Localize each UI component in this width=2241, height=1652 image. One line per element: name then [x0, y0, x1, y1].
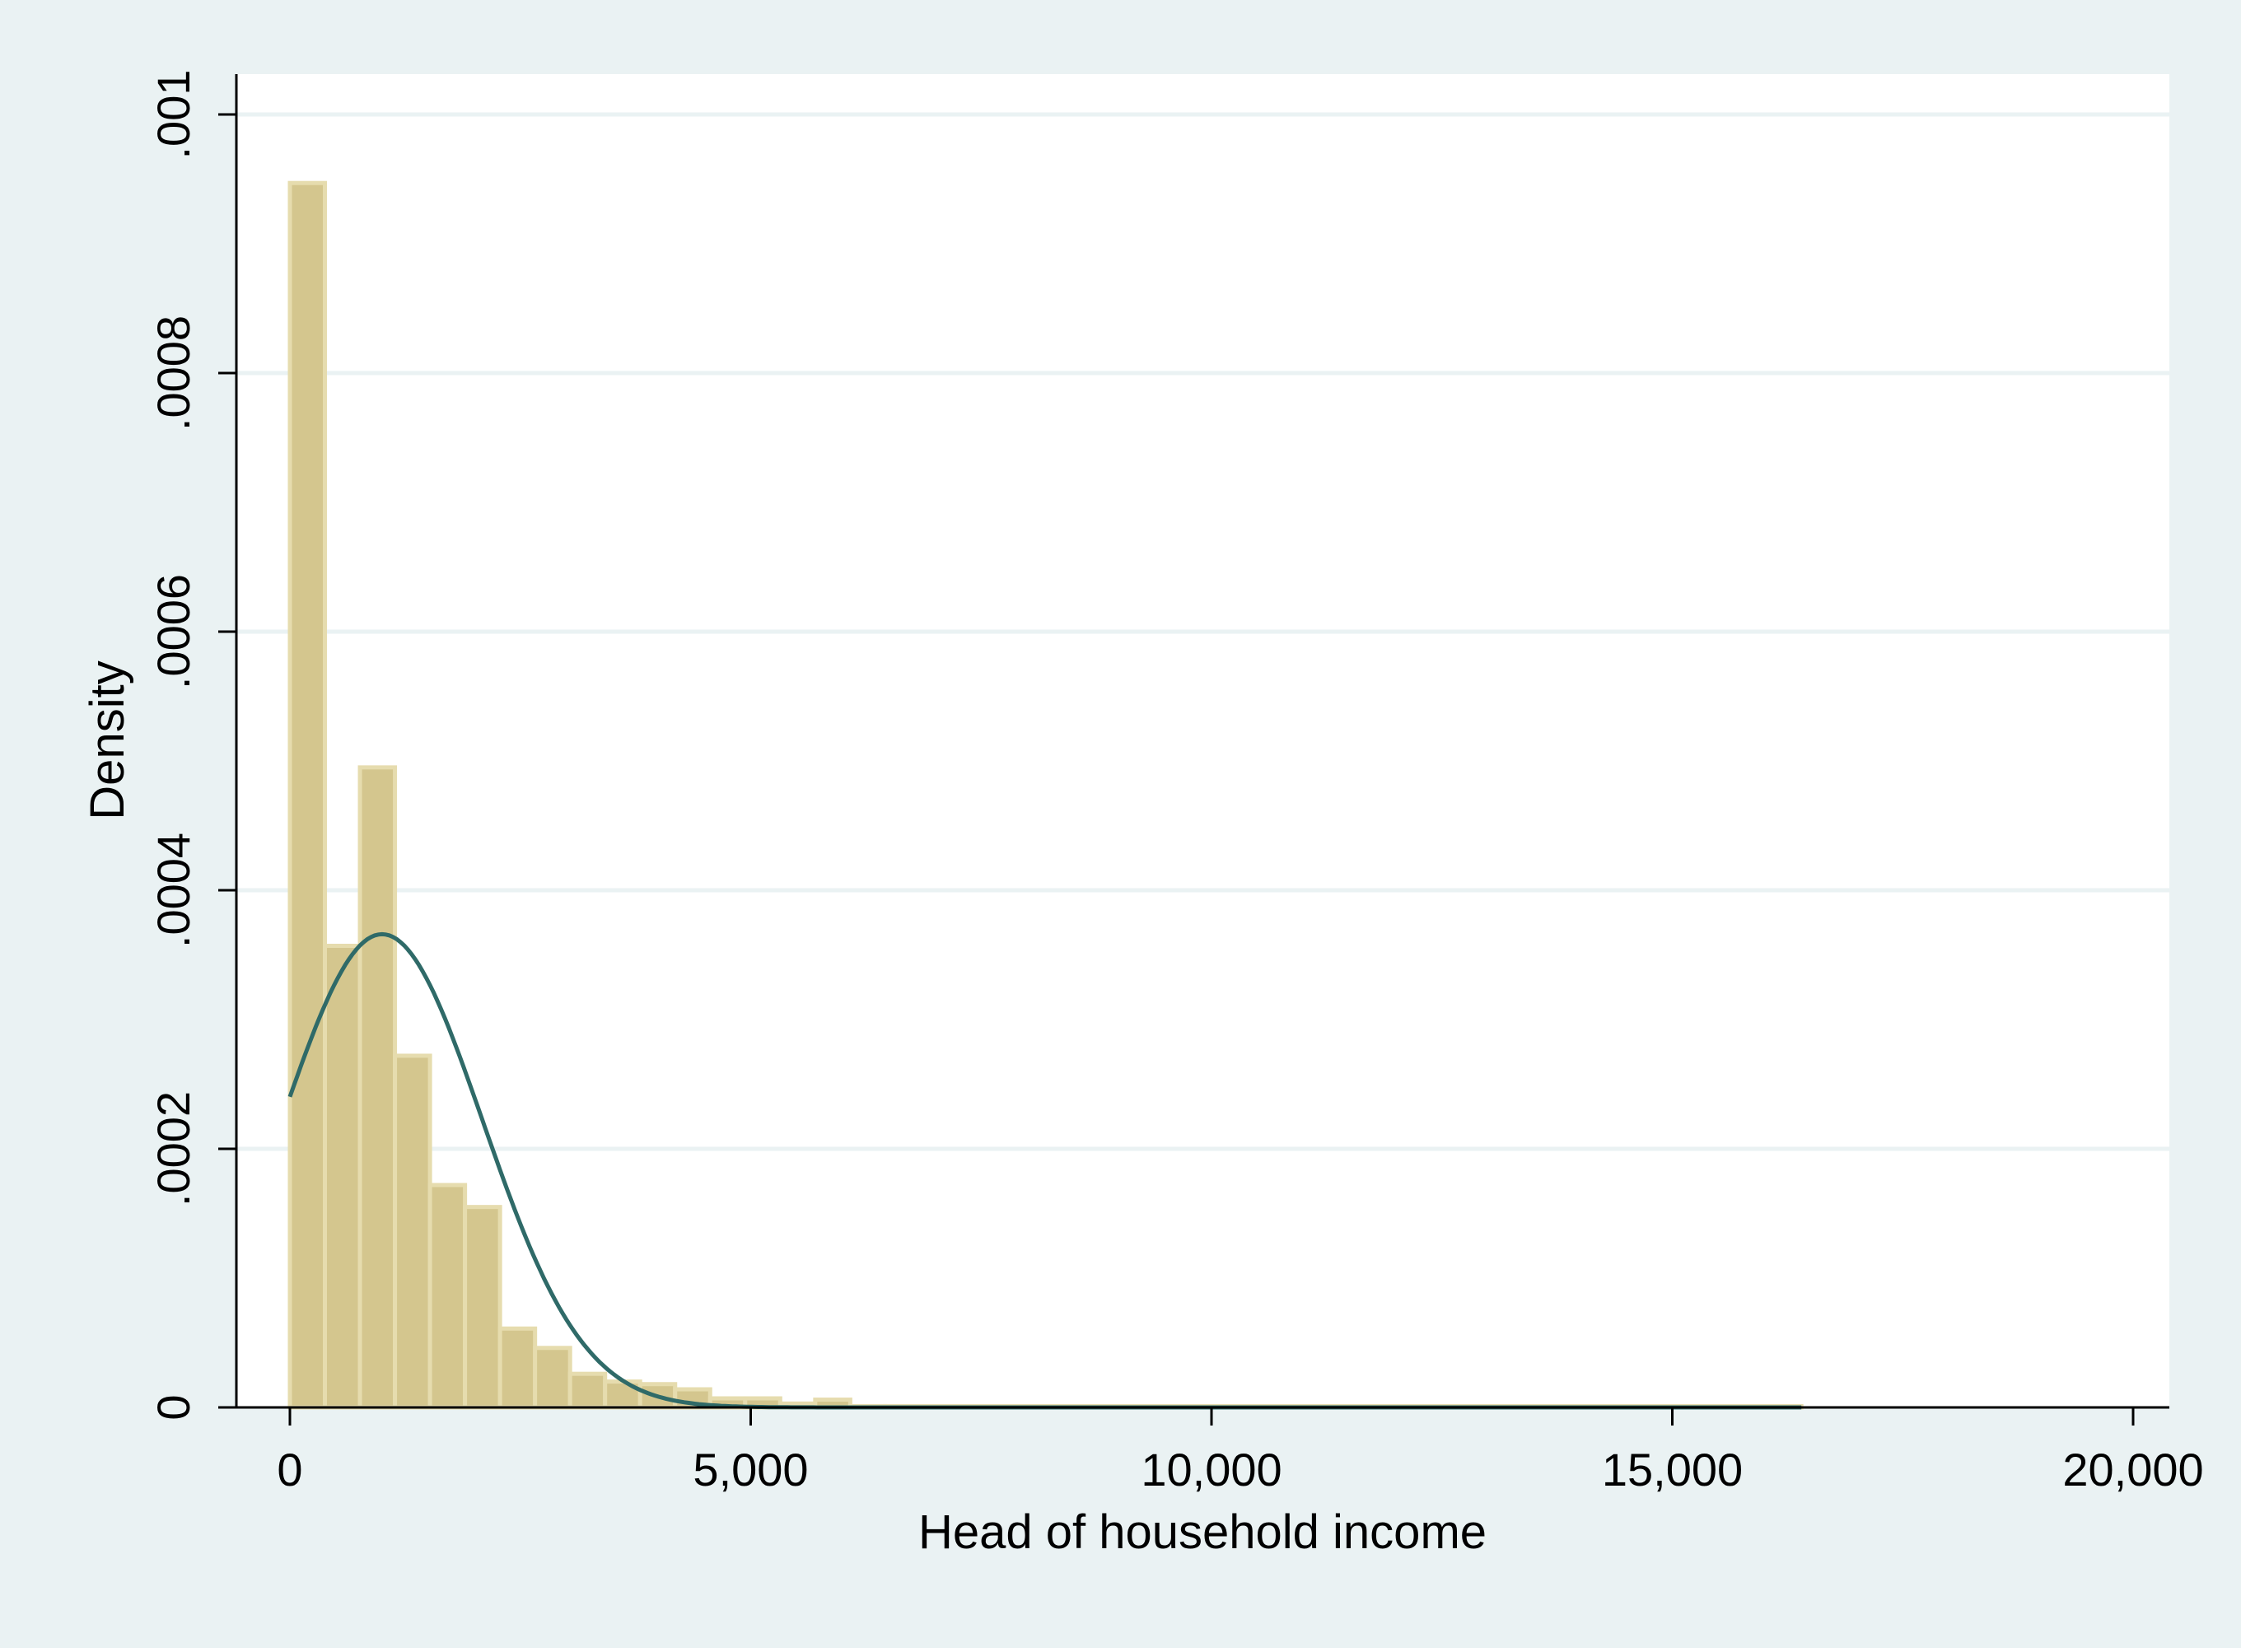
plot-area — [236, 74, 2169, 1407]
histogram-bar-8 — [567, 1371, 608, 1410]
gridlines — [236, 112, 2169, 1151]
x-axis-ticks: 0 5,000 10,000 15,000 20,000 — [277, 1407, 2204, 1496]
x-tick-label-4: 20,000 — [2062, 1444, 2203, 1496]
histogram-bar-7 — [533, 1346, 572, 1410]
y-tick-label-4: .0008 — [147, 315, 199, 431]
y-axis-title: Density — [81, 660, 134, 819]
histogram-bar-0 — [287, 180, 328, 1410]
histogram-bar-4 — [427, 1183, 468, 1410]
y-tick-label-2: .0004 — [147, 833, 199, 948]
y-tick-label-0: 0 — [147, 1394, 199, 1420]
y-tick-label-1: .0002 — [147, 1091, 199, 1206]
x-tick-label-0: 0 — [277, 1444, 302, 1496]
y-tick-label-3: .0006 — [147, 574, 199, 689]
x-tick-label-1: 5,000 — [693, 1444, 808, 1496]
histogram-bar-3 — [393, 1053, 432, 1410]
y-axis-ticks: 0 .0002 .0004 .0006 .0008 .001 — [147, 70, 236, 1421]
histogram-bar-2 — [357, 765, 398, 1410]
histogram-bar-5 — [463, 1205, 502, 1410]
x-axis-title: Head of household income — [918, 1505, 1487, 1559]
histogram-bar-6 — [497, 1326, 538, 1410]
x-tick-label-3: 15,000 — [1602, 1444, 1743, 1496]
histogram-bar-1 — [323, 944, 362, 1410]
y-tick-label-5: .001 — [147, 70, 199, 160]
x-tick-label-2: 10,000 — [1141, 1444, 1282, 1496]
axes — [235, 74, 2169, 1409]
